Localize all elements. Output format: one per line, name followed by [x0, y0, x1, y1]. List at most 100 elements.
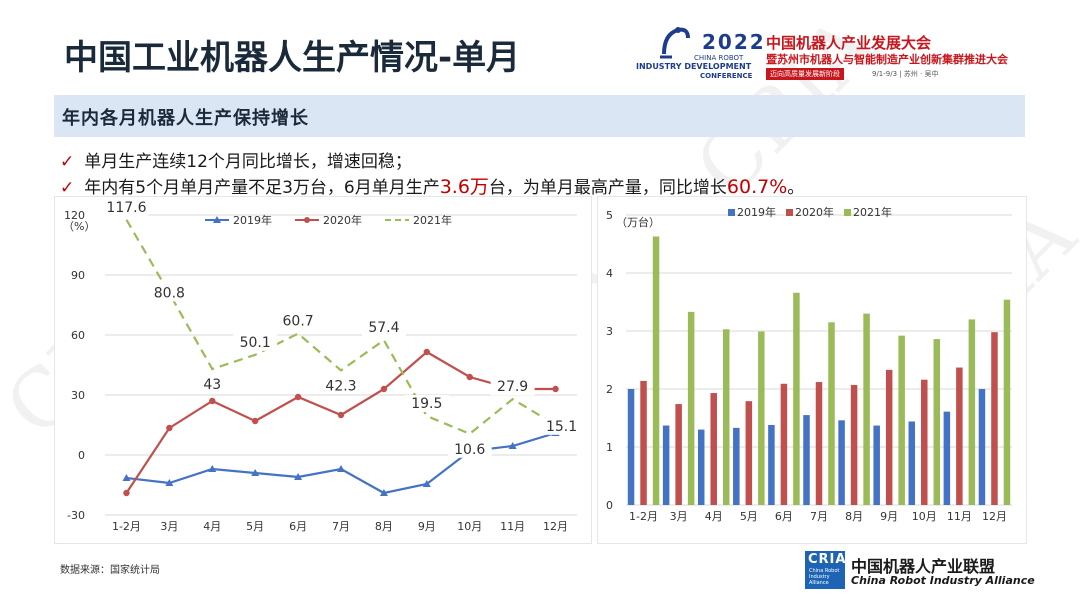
data-label: 50.1: [240, 335, 271, 351]
data-point: [337, 411, 345, 419]
logo-en-line3: CONFERENCE: [700, 72, 753, 80]
bullet-2-highlight-growth: 60.7%: [726, 176, 788, 198]
data-point: [294, 393, 302, 401]
bar-2019年: [697, 429, 705, 505]
bar-2019年: [733, 427, 740, 505]
bar-2020年: [780, 383, 788, 505]
bar-2020年: [991, 332, 998, 505]
x-tick-label: 6月: [775, 510, 793, 523]
bar-2021年: [968, 319, 976, 505]
bar-2020年: [956, 367, 963, 505]
x-tick-label: 10月: [912, 510, 937, 523]
alliance-logo-sub: China Robot Industry Alliance: [809, 568, 840, 586]
data-point: [166, 424, 173, 432]
y-tick-label: 5: [606, 209, 613, 222]
data-label-bg: [104, 198, 149, 216]
data-point: [508, 442, 517, 449]
legend-label: 2021年: [413, 213, 452, 227]
bar-2021年: [1003, 299, 1011, 505]
growth-line-chart-panel: -30 0 30 60 90 120 （%） 1-2月 3月 4月 5月 6月 7月 8月 9月 10月 11月…: [54, 196, 592, 544]
bar-2021年: [722, 329, 730, 505]
x-tick-label: 5月: [246, 520, 264, 533]
bullet-2-pre: 年内有5个月单月产量不足3万台，6月单月生产: [84, 178, 440, 198]
x-tick-label: 6月: [289, 520, 307, 533]
bar-2021年: [863, 313, 870, 505]
x-tick-label: 5月: [740, 510, 758, 523]
logo-cn-subtitle: 暨苏州市机器人与智能制造产业创新集群推进大会: [766, 53, 1008, 66]
y-tick-label: -30: [67, 509, 85, 522]
bar-2021年: [652, 236, 660, 505]
y-tick-label: 90: [71, 269, 85, 282]
data-label-bg: [276, 312, 321, 330]
data-label: 80.8: [154, 285, 185, 301]
bar-2021年: [898, 335, 905, 505]
alliance-name-cn: 中国机器人产业联盟: [851, 557, 996, 576]
bar-2020年: [710, 393, 717, 505]
x-tick-label: 10月: [457, 520, 482, 533]
data-label: 117.6: [106, 200, 146, 216]
bullet-1-text: 单月生产连续12个月同比增长，增速回稳；: [84, 152, 412, 172]
bar-2019年: [662, 425, 670, 505]
y-tick-label: 0: [606, 499, 613, 512]
bar-2019年: [978, 389, 986, 505]
y-tick-label: 4: [606, 267, 613, 280]
legend-label: 2021年: [853, 205, 892, 219]
bar-2021年: [933, 339, 941, 505]
alliance-logo-mark: CRIA China Robot Industry Alliance: [805, 551, 845, 589]
bullet-2-post: 。: [787, 178, 805, 198]
legend-marker: [304, 217, 310, 223]
data-label: 57.4: [368, 320, 399, 336]
data-label: 10.6: [454, 442, 485, 458]
data-label-bg: [190, 376, 235, 393]
legend-label: 2019年: [737, 205, 776, 219]
bullet-2: ✓ 年内有5个月单月产量不足3万台，6月单月生产3.6万台，为单月最高产量，同比增…: [60, 172, 804, 199]
data-label: 60.7: [283, 314, 314, 330]
x-tick-label: 11月: [500, 520, 525, 533]
bar-2019年: [627, 389, 635, 505]
data-point: [251, 417, 259, 425]
growth-line-chart: -30 0 30 60 90 120（%） 1-2月 3月 4月 5月 6月 7月 8月 9月 10月 11月…: [63, 198, 584, 533]
y-tick-label: 30: [71, 389, 85, 402]
data-point: [337, 465, 345, 472]
x-tick-label: 8月: [375, 520, 393, 533]
x-tick-label: 12月: [543, 520, 568, 533]
bar-2021年: [828, 322, 835, 505]
legend-label: 2019年: [233, 213, 272, 227]
unit-label: （万台）: [616, 215, 660, 229]
legend-label: 2020年: [323, 213, 362, 227]
bar-2020年: [745, 401, 753, 505]
data-label: 15.1: [546, 419, 577, 435]
data-point: [379, 489, 388, 496]
bullet-1: ✓ 单月生产连续12个月同比增长，增速回稳；: [60, 147, 412, 172]
data-point: [423, 348, 431, 356]
x-tick-label: 11月: [947, 510, 972, 523]
bar-2020年: [675, 404, 682, 505]
x-tick-label: 9月: [880, 510, 898, 523]
data-label-bg: [404, 395, 449, 412]
logo-year: 2022: [702, 30, 766, 54]
x-tick-label: 12月: [982, 510, 1007, 523]
bar-2019年: [768, 424, 775, 505]
data-label-bg: [147, 284, 192, 302]
alliance-logo: CRIA China Robot Industry Alliance 中国机器人…: [805, 551, 1045, 591]
data-point: [380, 385, 388, 393]
legend-label: 2020年: [795, 205, 834, 219]
data-label-bg: [361, 319, 406, 337]
bar-2019年: [873, 425, 880, 505]
data-point: [123, 489, 130, 497]
data-label-bg: [490, 378, 535, 396]
bar-2020年: [815, 382, 823, 505]
x-tick-label: 8月: [845, 510, 863, 523]
x-tick-label: 1-2月: [112, 520, 141, 533]
y-tick-label: 0: [78, 449, 85, 462]
page-title: 中国工业机器人生产情况-单月: [64, 38, 521, 78]
banner-text: 年内各月机器人生产保持增长: [62, 108, 309, 129]
bar-2021年: [758, 331, 765, 505]
legend-swatch: [786, 209, 793, 216]
logo-slogan: 迈向高质量发展新阶段: [766, 68, 844, 80]
data-label-bg: [539, 417, 584, 435]
data-point: [466, 373, 473, 381]
y-tick-label: 1: [606, 441, 613, 454]
data-label: 43: [203, 377, 221, 393]
bar-2020年: [850, 384, 858, 505]
